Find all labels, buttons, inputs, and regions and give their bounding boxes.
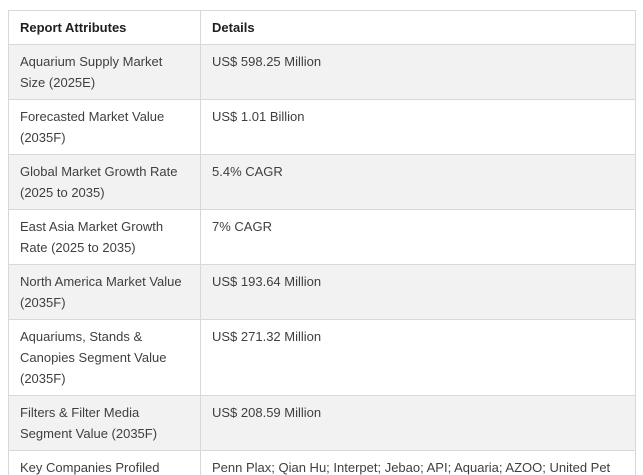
attribute-cell: Key Companies Profiled	[8, 450, 201, 475]
table-row: Aquariums, Stands & Canopies Segment Val…	[8, 319, 636, 396]
table-row: Aquarium Supply Market Size (2025E) US$ …	[8, 44, 636, 100]
detail-cell: US$ 598.25 Million	[200, 44, 636, 100]
attribute-cell: Filters & Filter Media Segment Value (20…	[8, 395, 201, 451]
detail-cell: 5.4% CAGR	[200, 154, 636, 210]
column-header-report-attributes: Report Attributes	[8, 10, 201, 45]
detail-cell: US$ 208.59 Million	[200, 395, 636, 451]
table-row: North America Market Value (2035F) US$ 1…	[8, 264, 636, 320]
table-row: Key Companies Profiled Penn Plax; Qian H…	[8, 450, 636, 475]
table-row: Global Market Growth Rate (2025 to 2035)…	[8, 154, 636, 210]
detail-cell: US$ 271.32 Million	[200, 319, 636, 396]
attribute-cell: Aquariums, Stands & Canopies Segment Val…	[8, 319, 201, 396]
detail-cell: US$ 193.64 Million	[200, 264, 636, 320]
column-header-details: Details	[200, 10, 636, 45]
table-row: Filters & Filter Media Segment Value (20…	[8, 395, 636, 451]
attribute-cell: East Asia Market Growth Rate (2025 to 20…	[8, 209, 201, 265]
table-row: East Asia Market Growth Rate (2025 to 20…	[8, 209, 636, 265]
detail-cell: US$ 1.01 Billion	[200, 99, 636, 155]
detail-cell: Penn Plax; Qian Hu; Interpet; Jebao; API…	[200, 450, 636, 475]
report-attributes-table: Report Attributes Details Aquarium Suppl…	[8, 10, 636, 475]
attribute-cell: Forecasted Market Value (2035F)	[8, 99, 201, 155]
table-header-row: Report Attributes Details	[8, 10, 636, 45]
attribute-cell: Global Market Growth Rate (2025 to 2035)	[8, 154, 201, 210]
attribute-cell: Aquarium Supply Market Size (2025E)	[8, 44, 201, 100]
attribute-cell: North America Market Value (2035F)	[8, 264, 201, 320]
detail-cell: 7% CAGR	[200, 209, 636, 265]
table-row: Forecasted Market Value (2035F) US$ 1.01…	[8, 99, 636, 155]
